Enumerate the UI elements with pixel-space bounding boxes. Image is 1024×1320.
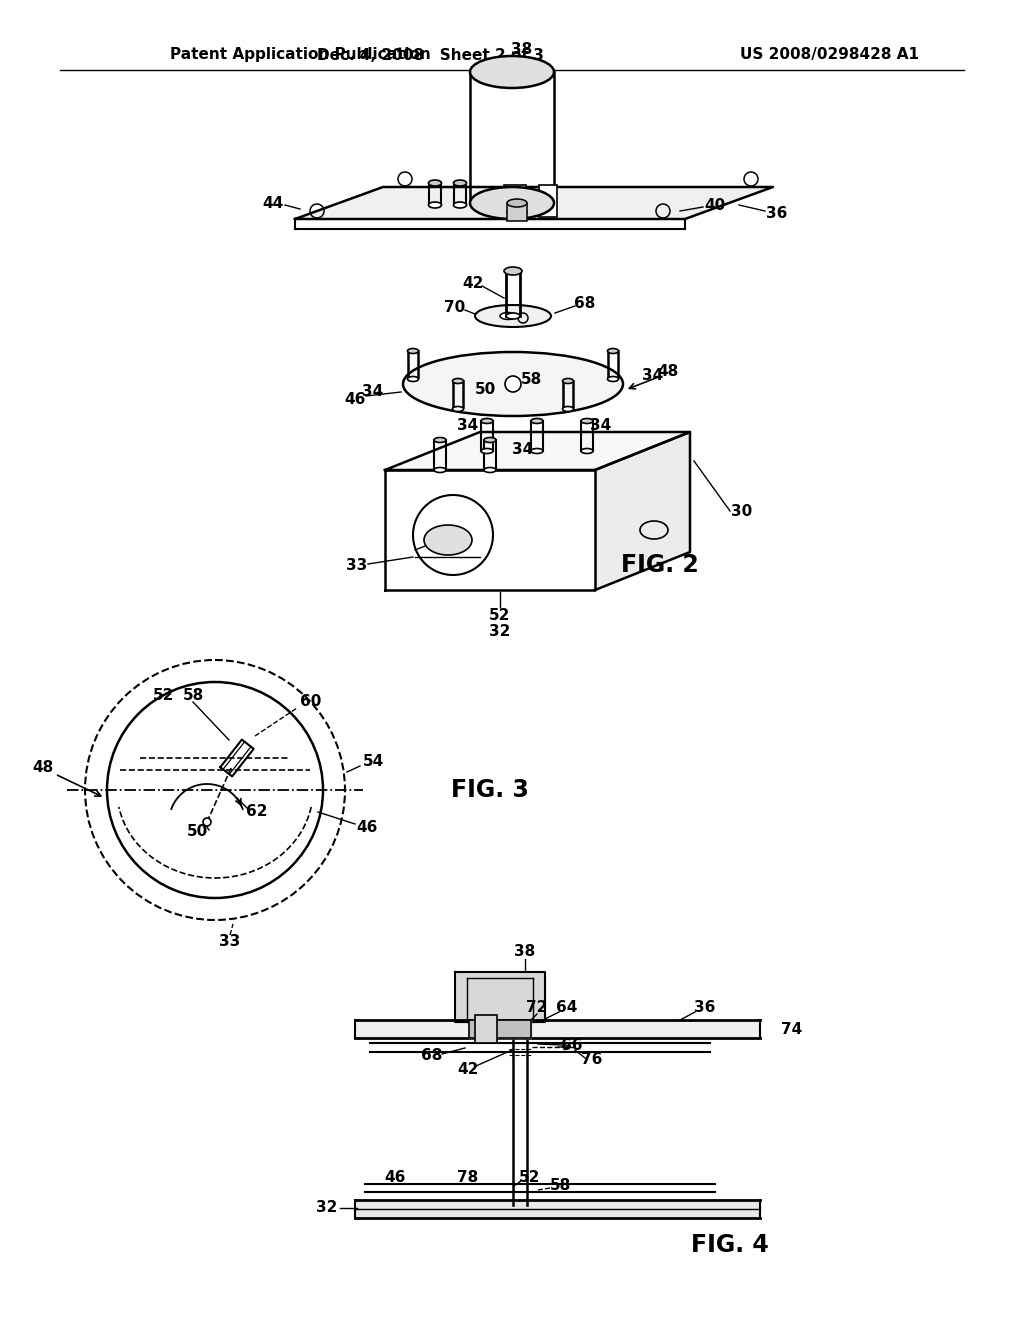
Text: 34: 34: [458, 418, 478, 433]
Text: 34: 34: [512, 441, 534, 457]
Text: FIG. 2: FIG. 2: [622, 553, 698, 577]
Text: 66: 66: [561, 1039, 583, 1053]
Text: 68: 68: [421, 1048, 442, 1064]
Ellipse shape: [481, 449, 493, 454]
Text: FIG. 3: FIG. 3: [451, 777, 529, 803]
Circle shape: [203, 818, 211, 826]
Ellipse shape: [470, 55, 554, 88]
FancyBboxPatch shape: [539, 185, 557, 216]
Ellipse shape: [454, 180, 467, 186]
Text: Patent Application Publication: Patent Application Publication: [170, 48, 431, 62]
Text: 40: 40: [705, 198, 726, 213]
Ellipse shape: [531, 418, 543, 424]
FancyBboxPatch shape: [475, 1015, 497, 1043]
Ellipse shape: [481, 418, 493, 424]
Ellipse shape: [581, 449, 593, 454]
Text: 58: 58: [520, 372, 542, 388]
Text: 32: 32: [489, 624, 511, 639]
Text: 78: 78: [458, 1171, 478, 1185]
Polygon shape: [469, 1020, 531, 1038]
Text: 76: 76: [582, 1052, 603, 1068]
Text: FIG. 4: FIG. 4: [691, 1233, 769, 1257]
Ellipse shape: [581, 418, 593, 424]
Text: 42: 42: [458, 1063, 478, 1077]
Text: 60: 60: [300, 693, 322, 709]
Text: 70: 70: [444, 301, 466, 315]
Text: 54: 54: [362, 755, 384, 770]
Text: 68: 68: [574, 297, 596, 312]
Text: 30: 30: [731, 503, 753, 519]
Polygon shape: [595, 432, 690, 590]
Text: 62: 62: [246, 804, 267, 820]
Ellipse shape: [453, 379, 464, 384]
Ellipse shape: [470, 187, 554, 219]
Text: 34: 34: [642, 368, 664, 384]
Text: 52: 52: [489, 607, 511, 623]
Text: 46: 46: [384, 1171, 406, 1185]
Ellipse shape: [504, 267, 522, 275]
Ellipse shape: [531, 449, 543, 454]
Ellipse shape: [506, 313, 520, 319]
Polygon shape: [355, 1020, 760, 1038]
Text: 32: 32: [316, 1200, 338, 1216]
Ellipse shape: [408, 348, 419, 354]
Text: 33: 33: [219, 935, 241, 949]
Ellipse shape: [562, 407, 573, 412]
Text: Dec. 4, 2008   Sheet 2 of 3: Dec. 4, 2008 Sheet 2 of 3: [316, 48, 544, 62]
Text: 50: 50: [186, 825, 208, 840]
Text: US 2008/0298428 A1: US 2008/0298428 A1: [740, 48, 920, 62]
Text: 46: 46: [356, 821, 378, 836]
FancyBboxPatch shape: [507, 203, 527, 220]
Text: 36: 36: [766, 206, 787, 220]
Text: 48: 48: [657, 364, 679, 380]
Text: 48: 48: [33, 760, 53, 776]
Text: 38: 38: [514, 945, 536, 960]
Ellipse shape: [507, 209, 527, 216]
Text: 52: 52: [519, 1171, 541, 1185]
Ellipse shape: [454, 202, 467, 209]
Text: 38: 38: [511, 42, 532, 58]
Ellipse shape: [434, 467, 446, 473]
Text: 34: 34: [591, 418, 611, 433]
Ellipse shape: [607, 376, 618, 381]
Ellipse shape: [428, 180, 441, 186]
Ellipse shape: [434, 437, 446, 442]
Text: 74: 74: [781, 1022, 803, 1036]
Ellipse shape: [453, 407, 464, 412]
Text: 44: 44: [262, 195, 284, 210]
Text: 52: 52: [153, 689, 174, 704]
Text: 72: 72: [526, 1001, 548, 1015]
Ellipse shape: [424, 525, 472, 554]
Text: 46: 46: [344, 392, 366, 407]
Circle shape: [505, 376, 521, 392]
Ellipse shape: [484, 437, 496, 442]
Polygon shape: [385, 432, 690, 470]
Ellipse shape: [428, 202, 441, 209]
Polygon shape: [355, 1200, 760, 1218]
Ellipse shape: [562, 379, 573, 384]
Ellipse shape: [507, 199, 527, 207]
Ellipse shape: [484, 467, 496, 473]
Ellipse shape: [408, 376, 419, 381]
Text: 42: 42: [462, 276, 483, 292]
Ellipse shape: [475, 305, 551, 327]
FancyBboxPatch shape: [504, 185, 526, 216]
Text: 33: 33: [346, 557, 368, 573]
Ellipse shape: [607, 348, 618, 354]
Text: 50: 50: [474, 381, 496, 396]
Text: 58: 58: [182, 689, 204, 704]
Polygon shape: [295, 187, 773, 219]
Ellipse shape: [403, 352, 623, 416]
Text: 58: 58: [549, 1179, 570, 1193]
Ellipse shape: [500, 313, 516, 319]
Text: 36: 36: [694, 999, 716, 1015]
Text: 34: 34: [362, 384, 384, 400]
Polygon shape: [455, 972, 545, 1022]
Text: 64: 64: [556, 1001, 578, 1015]
